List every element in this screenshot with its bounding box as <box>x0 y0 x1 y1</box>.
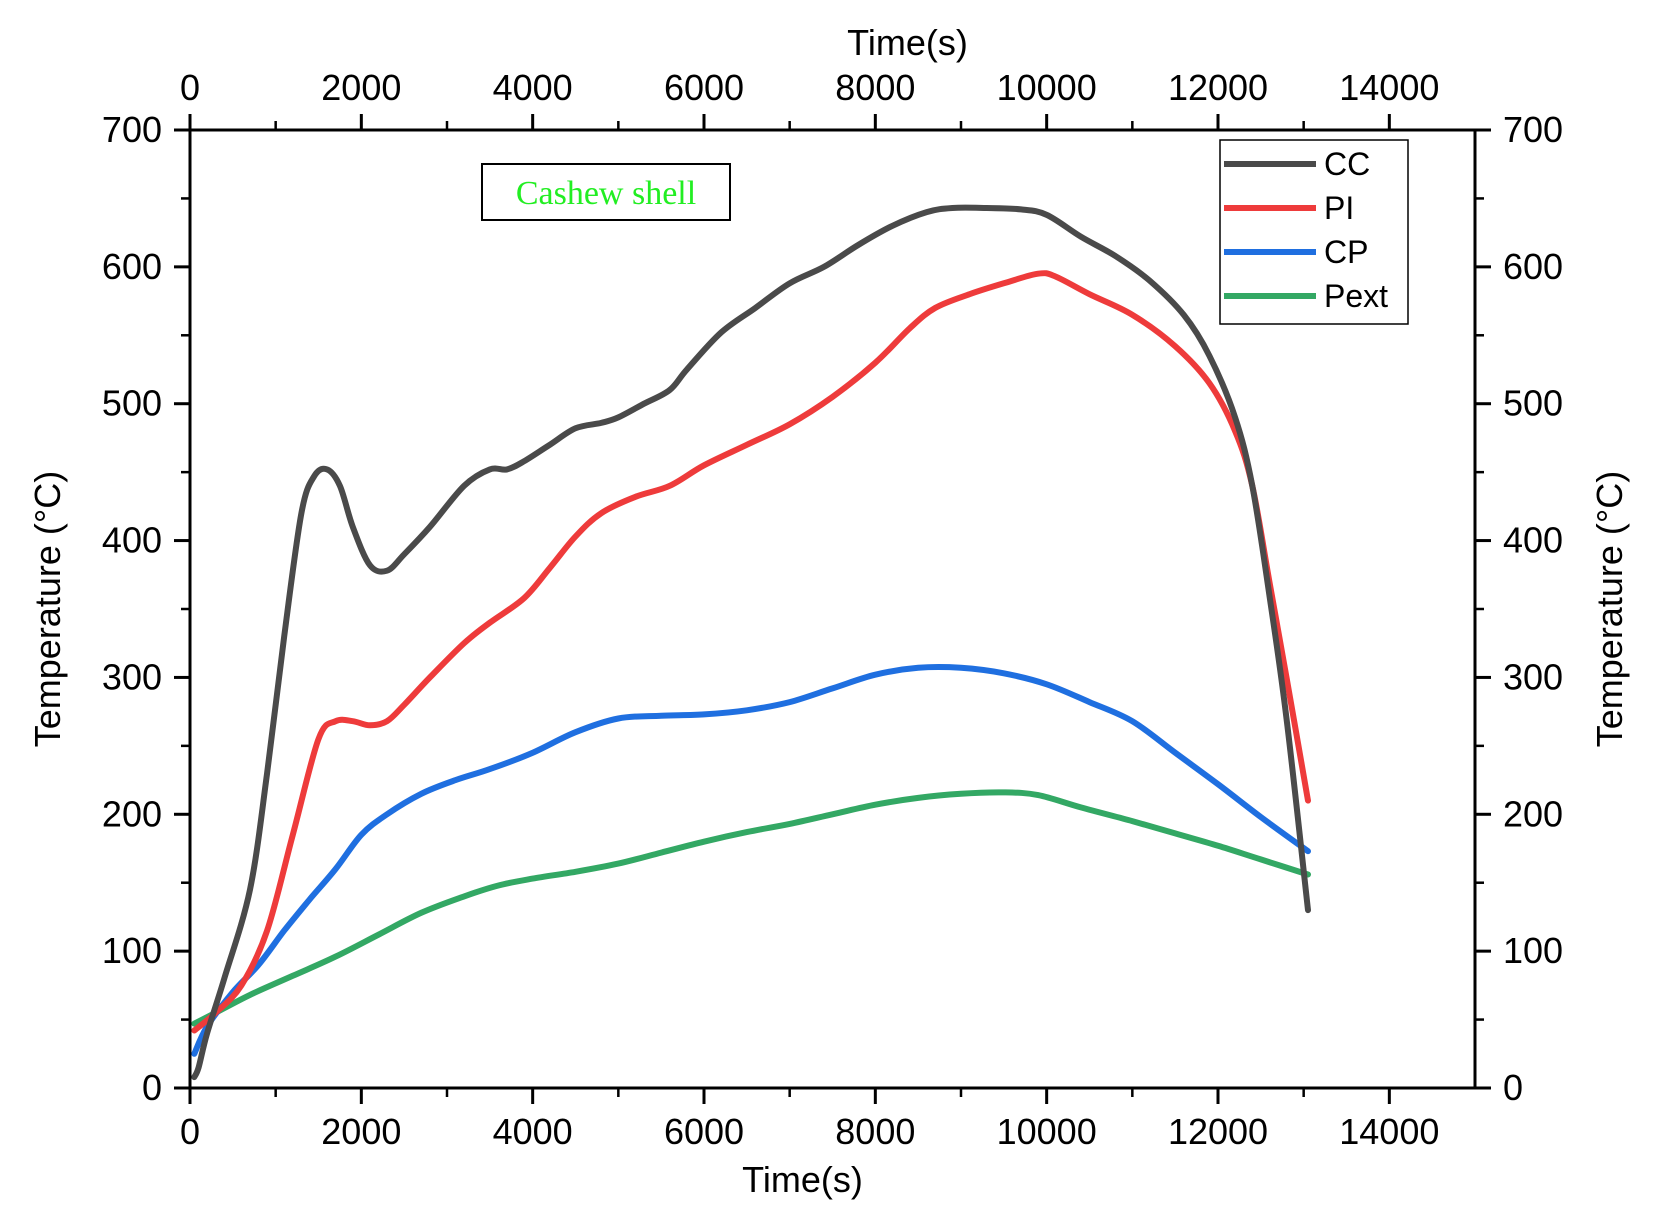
y-tick-label-right: 700 <box>1503 109 1563 150</box>
y-tick-label-left: 0 <box>142 1067 162 1108</box>
y-tick-label-left: 100 <box>102 930 162 971</box>
left-y-axis-title: Temperature (°C) <box>27 471 68 747</box>
x-tick-label-bottom: 8000 <box>835 1111 915 1152</box>
annotation-frame <box>481 163 731 221</box>
y-tick-label-right: 0 <box>1503 1067 1523 1108</box>
series-line-pi <box>191 270 1311 1034</box>
x-tick-label-top: 4000 <box>493 67 573 108</box>
series-line-cp <box>191 664 1311 1057</box>
y-tick-label-left: 700 <box>102 109 162 150</box>
y-tick-label-right: 200 <box>1503 793 1563 834</box>
legend-label-cp: CP <box>1324 234 1368 270</box>
series-line-cc <box>191 204 1311 1081</box>
tick-labels-layer: 0020002000400040006000600080008000100001… <box>102 67 1563 1152</box>
y-tick-label-right: 100 <box>1503 930 1563 971</box>
x-tick-label-bottom: 0 <box>180 1111 200 1152</box>
x-tick-label-top: 0 <box>180 67 200 108</box>
top-x-axis-title: Time(s) <box>847 22 968 63</box>
x-tick-label-top: 12000 <box>1168 67 1268 108</box>
series-layer <box>191 204 1311 1081</box>
x-tick-label-top: 6000 <box>664 67 744 108</box>
x-tick-label-bottom: 4000 <box>493 1111 573 1152</box>
series-line-pext <box>191 789 1311 1027</box>
x-tick-label-bottom: 14000 <box>1339 1111 1439 1152</box>
x-tick-label-top: 8000 <box>835 67 915 108</box>
legend-label-cc: CC <box>1324 146 1370 182</box>
x-tick-label-top: 14000 <box>1339 67 1439 108</box>
annotation-box: Cashew shell <box>481 163 731 221</box>
y-tick-label-left: 400 <box>102 520 162 561</box>
y-tick-label-right: 600 <box>1503 246 1563 287</box>
ticks-layer <box>174 114 1491 1104</box>
legend: CC PI CP Pext <box>1219 139 1409 325</box>
y-tick-label-right: 400 <box>1503 520 1563 561</box>
y-tick-label-left: 500 <box>102 383 162 424</box>
y-tick-label-left: 200 <box>102 793 162 834</box>
x-tick-label-bottom: 6000 <box>664 1111 744 1152</box>
bottom-x-axis-title: Time(s) <box>742 1159 863 1200</box>
y-tick-label-left: 600 <box>102 246 162 287</box>
y-tick-label-left: 300 <box>102 656 162 697</box>
right-y-axis-title: Temperature (°C) <box>1589 471 1630 747</box>
y-tick-label-right: 500 <box>1503 383 1563 424</box>
annotation-text: Cashew shell <box>516 175 696 212</box>
x-tick-label-bottom: 10000 <box>997 1111 1097 1152</box>
x-tick-label-top: 10000 <box>997 67 1097 108</box>
x-tick-label-bottom: 2000 <box>321 1111 401 1152</box>
legend-label-pext: Pext <box>1324 278 1388 314</box>
x-tick-label-bottom: 12000 <box>1168 1111 1268 1152</box>
legend-label-pi: PI <box>1324 190 1354 226</box>
x-tick-label-top: 2000 <box>321 67 401 108</box>
y-tick-label-right: 300 <box>1503 656 1563 697</box>
